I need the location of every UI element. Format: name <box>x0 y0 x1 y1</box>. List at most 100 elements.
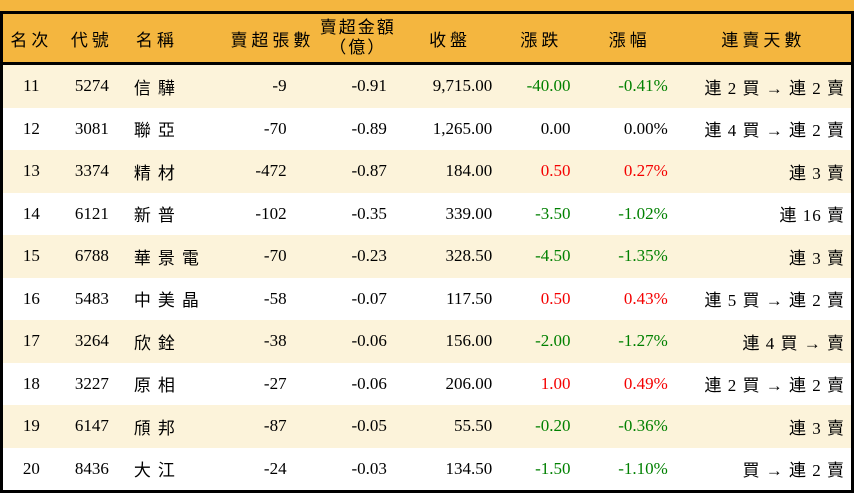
name-cell: 欣銓 <box>133 333 182 353</box>
pct-cell: -1.27% <box>618 331 668 351</box>
rank-cell: 17 <box>22 331 40 351</box>
amount-cell: -0.05 <box>351 416 387 436</box>
name-cell: 新普 <box>133 206 182 226</box>
rank-cell: 15 <box>22 246 40 266</box>
name-cell: 聯亞 <box>133 121 182 141</box>
table-row: 19 6147 頎邦 -87 -0.05 55.50 -0.20 -0.36% … <box>1 405 853 448</box>
table-row: 18 3227 原相 -27 -0.06 206.00 1.00 0.49% 連… <box>1 362 853 405</box>
volume-cell: -58 <box>263 288 287 308</box>
rank-cell: 16 <box>22 288 40 308</box>
streak-cell: 連 2 買 → 連 2 賣 <box>704 78 845 98</box>
change-cell: 0.00 <box>540 118 571 138</box>
volume-cell: -9 <box>272 76 287 96</box>
streak-cell: 連 3 賣 <box>789 418 845 438</box>
code-cell: 6147 <box>74 416 109 436</box>
volume-cell: -87 <box>263 416 287 436</box>
table-row: 14 6121 新普 -102 -0.35 339.00 -3.50 -1.02… <box>1 192 853 235</box>
close-cell: 1,265.00 <box>432 118 493 138</box>
change-cell: -40.00 <box>526 76 571 96</box>
col-header-rank: 名次 <box>1 12 60 65</box>
table-row: 20 8436 大江 -24 -0.03 134.50 -1.50 -1.10%… <box>1 447 853 492</box>
col-header-name: 名稱 <box>123 12 231 65</box>
rank-cell: 18 <box>22 373 40 393</box>
header-row: 名次 代號 名稱 賣超張數 賣超金額 （億） 收盤 漲跌 漲幅 連賣天數 <box>1 12 853 65</box>
code-cell: 3374 <box>74 161 109 181</box>
change-cell: -1.50 <box>535 458 571 478</box>
rank-cell: 11 <box>23 76 40 96</box>
close-cell: 55.50 <box>453 416 493 436</box>
close-cell: 339.00 <box>445 203 493 223</box>
streak-cell: 連 2 買 → 連 2 賣 <box>704 376 845 396</box>
streak-cell: 連 4 買 → 賣 <box>742 333 845 353</box>
amount-cell: -0.87 <box>351 161 387 181</box>
streak-cell: 連 3 賣 <box>789 163 845 183</box>
volume-cell: -38 <box>263 331 287 351</box>
col-header-code: 代號 <box>59 12 124 65</box>
col-header-amount-line2: （億） <box>329 38 387 57</box>
table-row: 16 5483 中美晶 -58 -0.07 117.50 0.50 0.43% … <box>1 277 853 320</box>
streak-cell: 買 → 連 2 賣 <box>742 461 845 481</box>
col-header-volume: 賣超張數 <box>230 12 315 65</box>
name-cell: 大江 <box>133 461 182 481</box>
name-cell: 精材 <box>133 163 182 183</box>
pct-cell: 0.00% <box>623 118 668 138</box>
code-cell: 8436 <box>74 458 109 478</box>
close-cell: 117.50 <box>446 288 493 308</box>
name-cell: 頎邦 <box>133 418 182 438</box>
amount-cell: -0.91 <box>351 76 387 96</box>
change-cell: -0.20 <box>535 416 571 436</box>
amount-cell: -0.23 <box>351 246 387 266</box>
col-header-amount-line1: 賣超金額 <box>319 18 396 37</box>
rank-cell: 13 <box>22 161 40 181</box>
col-header-amount: 賣超金額 （億） <box>314 12 401 65</box>
rank-cell: 19 <box>22 416 40 436</box>
table-row: 13 3374 精材 -472 -0.87 184.00 0.50 0.27% … <box>1 150 853 193</box>
close-cell: 328.50 <box>445 246 493 266</box>
col-header-pct: 漲幅 <box>583 12 676 65</box>
pct-cell: -0.36% <box>618 416 668 436</box>
change-cell: 0.50 <box>540 288 571 308</box>
volume-cell: -27 <box>263 373 287 393</box>
col-header-streak: 連賣天數 <box>675 12 853 65</box>
close-cell: 156.00 <box>445 331 493 351</box>
amount-cell: -0.06 <box>351 373 387 393</box>
name-cell: 華景電 <box>133 248 206 268</box>
pct-cell: 0.49% <box>623 373 668 393</box>
pct-cell: -1.35% <box>618 246 668 266</box>
volume-cell: -70 <box>263 118 287 138</box>
pct-cell: 0.43% <box>623 288 668 308</box>
col-header-close: 收盤 <box>400 12 500 65</box>
change-cell: -3.50 <box>535 203 571 223</box>
change-cell: 1.00 <box>540 373 571 393</box>
pct-cell: 0.27% <box>623 161 668 181</box>
code-cell: 3264 <box>74 331 109 351</box>
rank-cell: 20 <box>22 458 40 478</box>
code-cell: 6788 <box>74 246 109 266</box>
table-row: 11 5274 信驊 -9 -0.91 9,715.00 -40.00 -0.4… <box>1 63 853 108</box>
code-cell: 5274 <box>74 76 109 96</box>
change-cell: -2.00 <box>535 331 571 351</box>
streak-cell: 連 3 賣 <box>789 248 845 268</box>
pct-cell: -0.41% <box>618 76 668 96</box>
streak-cell: 連 4 買 → 連 2 賣 <box>704 121 845 141</box>
pct-cell: -1.10% <box>618 458 668 478</box>
table-row: 15 6788 華景電 -70 -0.23 328.50 -4.50 -1.35… <box>1 235 853 278</box>
amount-cell: -0.06 <box>351 331 387 351</box>
volume-cell: -24 <box>263 458 287 478</box>
close-cell: 184.00 <box>445 161 493 181</box>
close-cell: 9,715.00 <box>432 76 493 96</box>
name-cell: 信驊 <box>133 78 182 98</box>
volume-cell: -102 <box>255 203 287 223</box>
col-header-change: 漲跌 <box>499 12 584 65</box>
code-cell: 6121 <box>74 203 109 223</box>
net-sell-ranking-table: 名次 代號 名稱 賣超張數 賣超金額 （億） 收盤 漲跌 漲幅 連賣天數 11 … <box>0 11 854 493</box>
close-cell: 134.50 <box>445 458 493 478</box>
name-cell: 中美晶 <box>133 291 206 311</box>
code-cell: 3227 <box>74 373 109 393</box>
amount-cell: -0.89 <box>351 118 387 138</box>
volume-cell: -472 <box>255 161 287 181</box>
amount-cell: -0.07 <box>351 288 387 308</box>
pct-cell: -1.02% <box>618 203 668 223</box>
amount-cell: -0.03 <box>351 458 387 478</box>
change-cell: 0.50 <box>540 161 571 181</box>
